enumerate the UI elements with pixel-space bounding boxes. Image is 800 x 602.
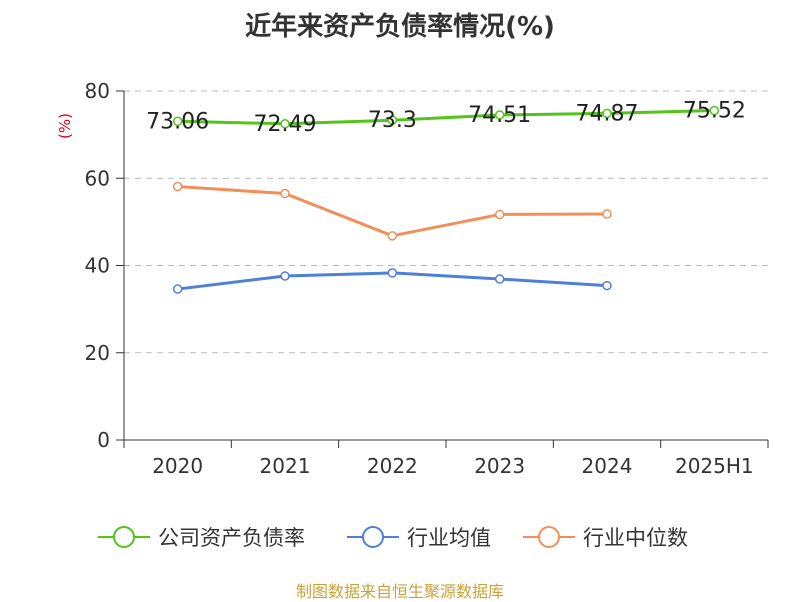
data-point: [602, 209, 612, 219]
legend-marker: [113, 526, 135, 548]
data-point: [494, 110, 505, 120]
data-point: [494, 274, 505, 284]
legend-label: 行业中位数: [583, 526, 688, 550]
series-line: [177, 185, 608, 238]
data-point: [172, 284, 183, 294]
legend-label: 公司资产负债率: [158, 526, 305, 550]
y-tick-label: 40: [85, 254, 110, 278]
legend-label: 行业均值: [407, 526, 491, 550]
x-tick-label: 2025H1: [675, 454, 754, 478]
data-label: 74.87: [576, 101, 639, 126]
chart-title: 近年来资产负债率情况(%): [245, 12, 555, 42]
data-point: [280, 271, 290, 281]
x-tick-label: 2020: [152, 454, 203, 478]
data-point: [387, 115, 398, 125]
y-tick-label: 80: [85, 79, 110, 103]
legend-marker: [362, 526, 384, 548]
source-note: 制图数据来自恒生聚源数据库: [295, 582, 504, 601]
data-point: [709, 105, 720, 116]
data-point: [172, 116, 183, 127]
data-label: 74.51: [468, 103, 531, 128]
data-point: [602, 280, 612, 291]
data-point: [387, 231, 398, 241]
data-point: [494, 209, 505, 220]
data-point: [280, 188, 290, 199]
data-point: [280, 119, 290, 129]
series-line: [177, 109, 715, 126]
data-label: 72.49: [254, 112, 317, 137]
x-tick-label: 2024: [582, 454, 633, 478]
axes: 0 20 40 60 80 2020 2021 2022 2023 2024 2025H1 (%): [56, 79, 769, 478]
data-labels: 73.06 72.49 73.3 74.51 74.87 75.52: [146, 99, 746, 137]
data-label: 73.3: [368, 108, 417, 133]
x-tick-label: 2021: [260, 454, 311, 478]
y-tick-label: 0: [97, 428, 110, 452]
y-tick-label: 20: [85, 341, 110, 365]
data-point: [387, 268, 398, 278]
grid-lines: [124, 90, 768, 354]
y-tick-label: 60: [85, 166, 110, 190]
y-axis-label: (%): [56, 113, 74, 139]
series: [172, 105, 720, 294]
x-tick-label: 2022: [367, 454, 418, 478]
legend-marker: [538, 526, 560, 548]
data-point: [602, 108, 612, 119]
data-label: 75.52: [683, 99, 746, 124]
data-label: 73.06: [146, 109, 209, 134]
data-point: [172, 181, 183, 192]
x-tick-label: 2023: [474, 454, 525, 478]
legend: 公司资产负债率 行业均值 行业中位数: [98, 526, 688, 550]
